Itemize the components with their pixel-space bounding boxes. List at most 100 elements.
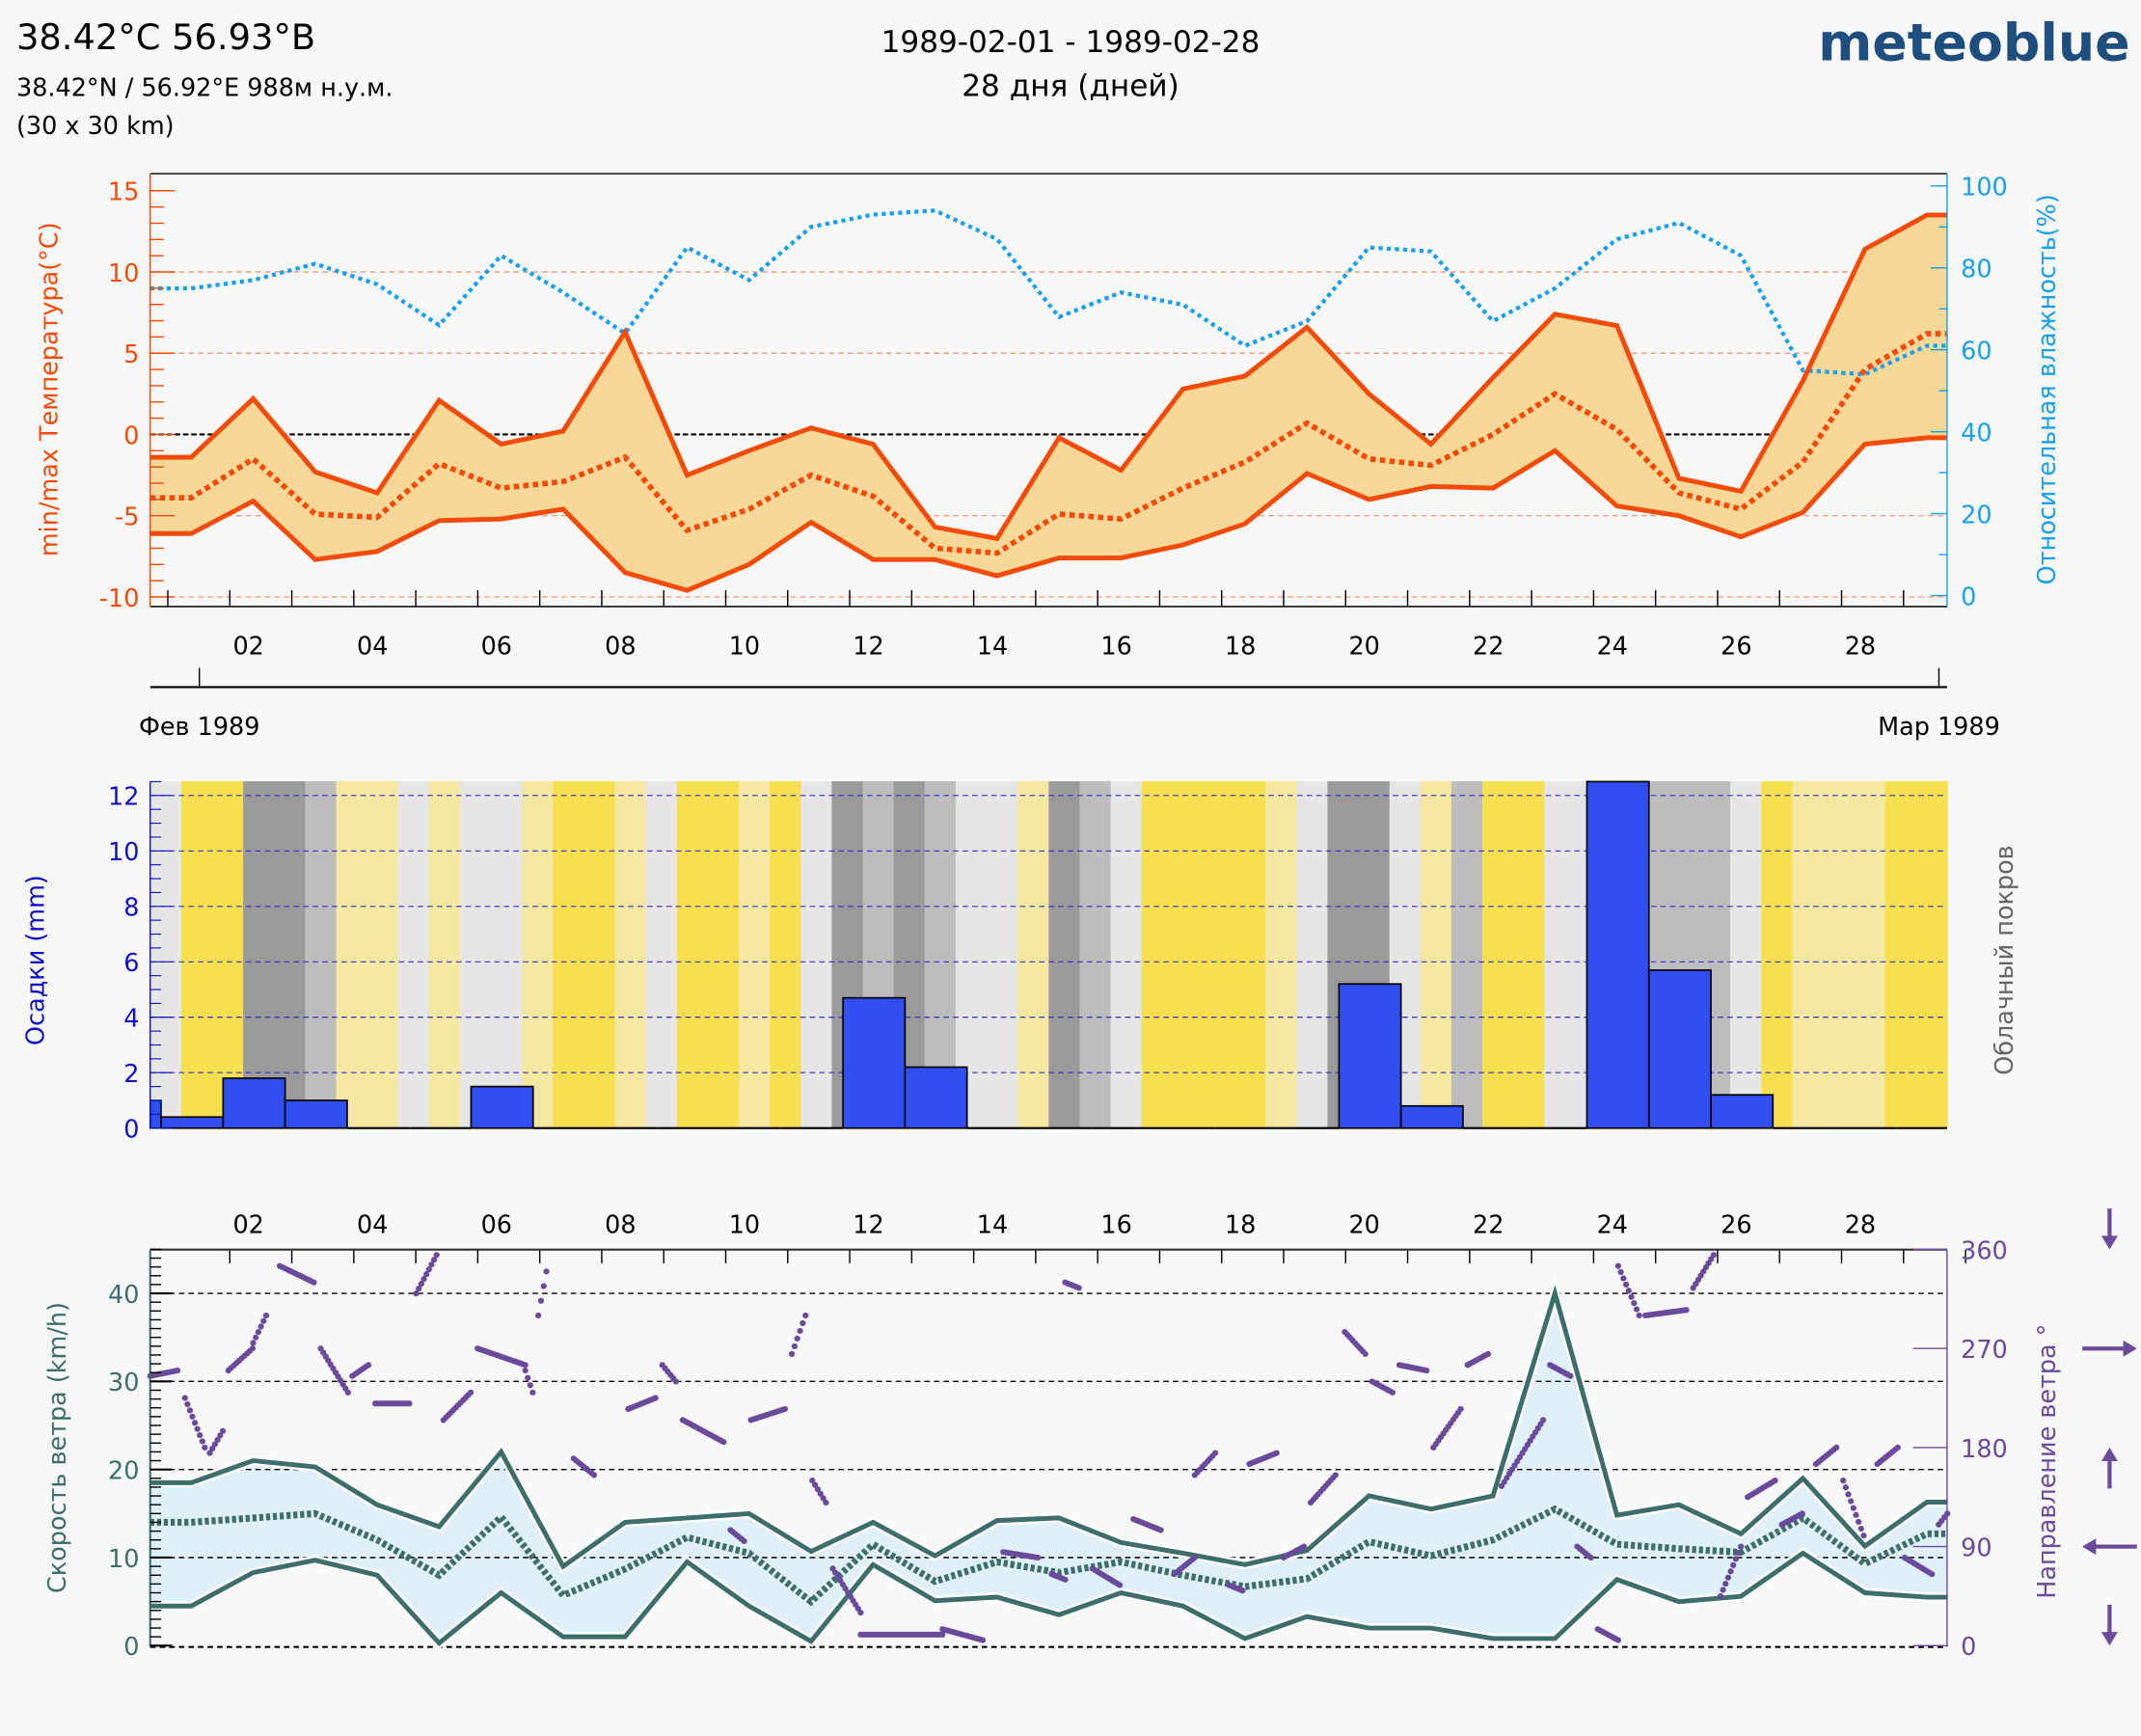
wind-tick-label: 40 bbox=[108, 1281, 139, 1310]
wind-direction-point bbox=[1730, 1561, 1737, 1568]
wind-direction-point bbox=[181, 1395, 188, 1401]
wind-direction-point bbox=[817, 1490, 824, 1497]
day-tick-label: 06 bbox=[481, 632, 512, 661]
precip-tick-label: 0 bbox=[123, 1116, 139, 1145]
cloud-cover-stripe bbox=[1234, 781, 1266, 1128]
wind-direction-axis-title: Направление ветра ° bbox=[2033, 1324, 2062, 1599]
wind-direction-point bbox=[420, 1276, 427, 1283]
wind-tick-label: 10 bbox=[108, 1545, 139, 1574]
day-tick-label: 12 bbox=[853, 632, 883, 661]
precipitation-bar bbox=[1399, 1104, 1464, 1129]
cloud-cover-stripe bbox=[707, 781, 740, 1128]
wind-direction-point bbox=[365, 1362, 372, 1369]
cloud-cover-stripe bbox=[1884, 781, 1917, 1128]
wind-direction-point bbox=[1772, 1478, 1778, 1484]
cloud-cover-stripe bbox=[1792, 781, 1825, 1128]
cloud-axis-title: Облачный покров bbox=[1991, 845, 2019, 1074]
wind-direction-point bbox=[791, 1343, 799, 1350]
wind-direction-point bbox=[1628, 1293, 1635, 1300]
wind-direction-point bbox=[741, 1537, 747, 1545]
wind-direction-point bbox=[1720, 1587, 1726, 1593]
wind-direction-point bbox=[529, 1389, 536, 1396]
precipitation-bar bbox=[470, 1085, 534, 1129]
precipitation-bar bbox=[284, 1099, 348, 1129]
cloud-cover-stripe bbox=[491, 781, 523, 1128]
wind-direction-point bbox=[433, 1252, 440, 1259]
cloud-cover-stripe bbox=[1513, 781, 1546, 1128]
direction-tick-label: 90 bbox=[1961, 1534, 1992, 1563]
wind-direction-point bbox=[1567, 1372, 1574, 1379]
day-tick-label: 06 bbox=[481, 1211, 512, 1240]
wind-direction-point bbox=[1738, 1543, 1745, 1550]
wind-direction-point bbox=[1116, 1582, 1124, 1588]
wind-direction-point bbox=[262, 1312, 270, 1319]
wind-direction-point bbox=[1722, 1581, 1729, 1587]
arrow-head bbox=[2082, 1538, 2097, 1556]
wind-chart: 0 10 20 30 40 0 90 180 270 360 02 04 06 08 10 12 14 16 18 2… bbox=[43, 1208, 2137, 1662]
cloud-cover-stripe bbox=[243, 781, 275, 1128]
wind-direction-point bbox=[522, 1362, 528, 1369]
precipitation-bar bbox=[222, 1077, 286, 1129]
wind-direction-point bbox=[720, 1439, 727, 1446]
cloud-cover-stripe bbox=[211, 781, 244, 1128]
wind-direction-point bbox=[1857, 1525, 1864, 1533]
cloud-cover-stripe bbox=[1450, 781, 1483, 1128]
wind-tick-label: 0 bbox=[123, 1633, 139, 1662]
wind-direction-point bbox=[1853, 1511, 1859, 1518]
arrow-down-icon bbox=[2100, 1208, 2118, 1250]
wind-direction-point bbox=[416, 1286, 422, 1292]
cloud-cover-stripe bbox=[1296, 781, 1329, 1128]
precipitation-bar bbox=[1338, 983, 1402, 1129]
day-tick-label: 04 bbox=[357, 632, 388, 661]
wind-direction-point bbox=[939, 1631, 946, 1639]
temp-tick-label: 10 bbox=[108, 259, 139, 288]
wind-direction-point bbox=[1717, 1592, 1724, 1600]
cloud-cover-stripe bbox=[1761, 781, 1794, 1128]
wind-speed-axis-title: Скорость ветра (km/h) bbox=[43, 1302, 72, 1593]
cloud-cover-stripe bbox=[149, 781, 182, 1128]
wind-direction-point bbox=[1075, 1285, 1082, 1291]
temperature-axis-title: min/max Температура(°C) bbox=[35, 222, 64, 556]
direction-tick-label: 0 bbox=[1961, 1633, 1976, 1662]
arrow-head bbox=[2100, 1632, 2118, 1646]
wind-direction-point bbox=[217, 1432, 224, 1439]
wind-direction-point bbox=[260, 1317, 267, 1324]
wind-direction-point bbox=[1845, 1491, 1852, 1498]
day-tick-label: 10 bbox=[729, 1211, 760, 1240]
cloud-cover-stripe bbox=[1823, 781, 1856, 1128]
wind-direction-point bbox=[189, 1413, 196, 1420]
temp-tick-label: -5 bbox=[115, 503, 139, 532]
wind-direction-point bbox=[1850, 1505, 1856, 1511]
cloud-cover-stripe bbox=[583, 781, 616, 1128]
wind-direction-point bbox=[525, 1374, 531, 1381]
cloud-cover-stripe bbox=[1265, 781, 1298, 1128]
wind-direction-point bbox=[1457, 1405, 1464, 1413]
wind-direction-point bbox=[1833, 1444, 1840, 1451]
cloud-cover-stripe bbox=[987, 781, 1018, 1128]
precip-tick-label: 10 bbox=[108, 838, 139, 867]
wind-direction-point bbox=[1191, 1554, 1198, 1561]
wind-direction-point bbox=[1062, 1576, 1069, 1583]
wind-direction-point bbox=[311, 1279, 317, 1286]
wind-direction-point bbox=[1617, 1268, 1624, 1276]
humidity-axis-title: Относительная влажность(%) bbox=[2033, 194, 2062, 584]
mean-temperature-line bbox=[149, 331, 1947, 556]
day-tick-label: 26 bbox=[1721, 1211, 1751, 1240]
precip-tick-label: 2 bbox=[123, 1060, 139, 1089]
day-tick-label: 24 bbox=[1597, 1211, 1628, 1240]
direction-tick-label: 270 bbox=[1961, 1336, 2008, 1365]
wind-min-line bbox=[149, 1550, 1947, 1647]
meteoblue-logo[interactable]: meteoblue bbox=[1818, 13, 2129, 73]
cloud-cover-stripe bbox=[1172, 781, 1205, 1128]
wind-direction-point bbox=[1631, 1300, 1638, 1307]
cloud-cover-stripe bbox=[645, 781, 678, 1128]
wind-direction-point bbox=[425, 1266, 432, 1273]
cloud-cover-stripe bbox=[366, 781, 399, 1128]
wind-direction-point bbox=[257, 1323, 264, 1330]
wind-direction-point bbox=[1842, 1484, 1849, 1491]
wind-direction-point bbox=[652, 1395, 659, 1401]
wind-direction-point bbox=[1332, 1472, 1339, 1478]
wind-direction-point bbox=[344, 1389, 351, 1396]
cloud-cover-stripe bbox=[676, 781, 709, 1128]
